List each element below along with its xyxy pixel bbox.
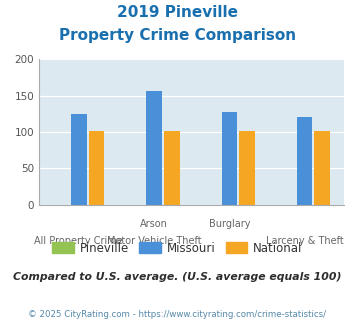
Text: Larceny & Theft: Larceny & Theft xyxy=(266,236,343,246)
Text: Arson: Arson xyxy=(140,219,168,229)
Bar xyxy=(297,117,312,205)
Bar xyxy=(146,91,162,205)
Text: Compared to U.S. average. (U.S. average equals 100): Compared to U.S. average. (U.S. average … xyxy=(13,272,342,282)
Bar xyxy=(222,113,237,205)
Text: Property Crime Comparison: Property Crime Comparison xyxy=(59,28,296,43)
Legend: Pineville, Missouri, National: Pineville, Missouri, National xyxy=(48,237,307,259)
Text: © 2025 CityRating.com - https://www.cityrating.com/crime-statistics/: © 2025 CityRating.com - https://www.city… xyxy=(28,310,327,319)
Text: Motor Vehicle Theft: Motor Vehicle Theft xyxy=(107,236,201,246)
Bar xyxy=(239,131,255,205)
Bar xyxy=(164,131,180,205)
Bar xyxy=(89,131,104,205)
Text: All Property Crime: All Property Crime xyxy=(34,236,123,246)
Bar xyxy=(71,114,87,205)
Text: 2019 Pineville: 2019 Pineville xyxy=(117,5,238,20)
Bar xyxy=(315,131,330,205)
Text: Burglary: Burglary xyxy=(208,219,250,229)
